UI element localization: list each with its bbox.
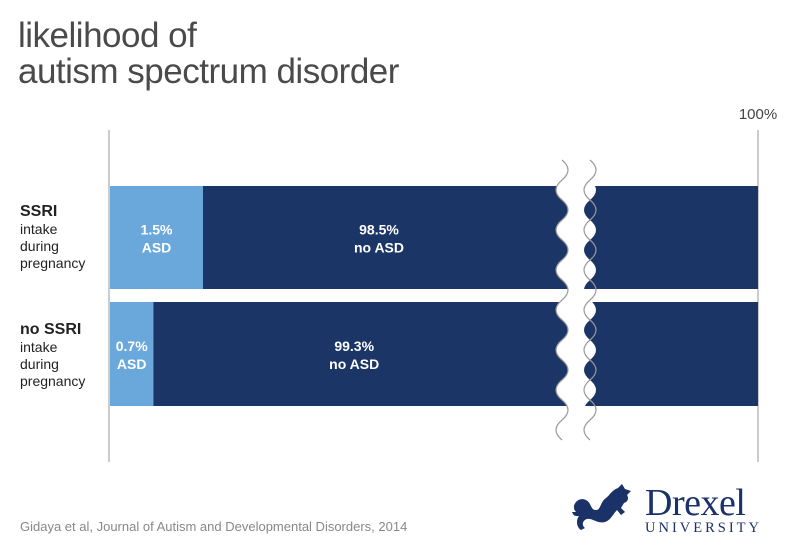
axis-label-100: 100% [739, 106, 777, 123]
data-label: no ASD [329, 356, 379, 372]
category-line: during [20, 356, 59, 372]
bar-asd [110, 186, 203, 289]
category-line: intake [20, 339, 58, 355]
data-label: 98.5% [359, 222, 399, 238]
bar-no-asd [153, 302, 758, 406]
category-line: pregnancy [20, 373, 86, 389]
source-citation: Gidaya et al, Journal of Autism and Deve… [20, 519, 408, 534]
data-label: ASD [142, 240, 172, 256]
category-label-ssri: SSRI intake during pregnancy [20, 202, 85, 272]
title-line-2: autism spectrum disorder [18, 52, 399, 91]
drexel-logo: Drexel UNIVERSITY [645, 484, 762, 537]
axis-break-line-right [583, 159, 597, 441]
logo-name: Drexel [645, 482, 746, 524]
category-line: pregnancy [20, 255, 86, 271]
data-label: no ASD [354, 240, 404, 256]
data-label: 1.5% [141, 222, 173, 238]
axis-break-gap [556, 140, 596, 440]
dragon-logo-icon [572, 484, 631, 530]
category-line: during [20, 238, 59, 254]
logo-sub: UNIVERSITY [645, 520, 762, 536]
title-line-1: likelihood of [18, 16, 197, 55]
bar-no-asd [203, 186, 758, 289]
category-line: intake [20, 221, 58, 237]
bar-asd [110, 302, 154, 406]
data-label: 0.7% [116, 338, 148, 354]
chart-title: likelihood of autism spectrum disorder [18, 18, 399, 90]
data-label: 99.3% [334, 338, 374, 354]
category-label-no-ssri: no SSRI intake during pregnancy [20, 320, 85, 390]
data-label: ASD [117, 356, 147, 372]
category-bold: no SSRI [20, 321, 82, 338]
axis-break-line-left [555, 159, 569, 441]
category-bold: SSRI [20, 203, 58, 220]
